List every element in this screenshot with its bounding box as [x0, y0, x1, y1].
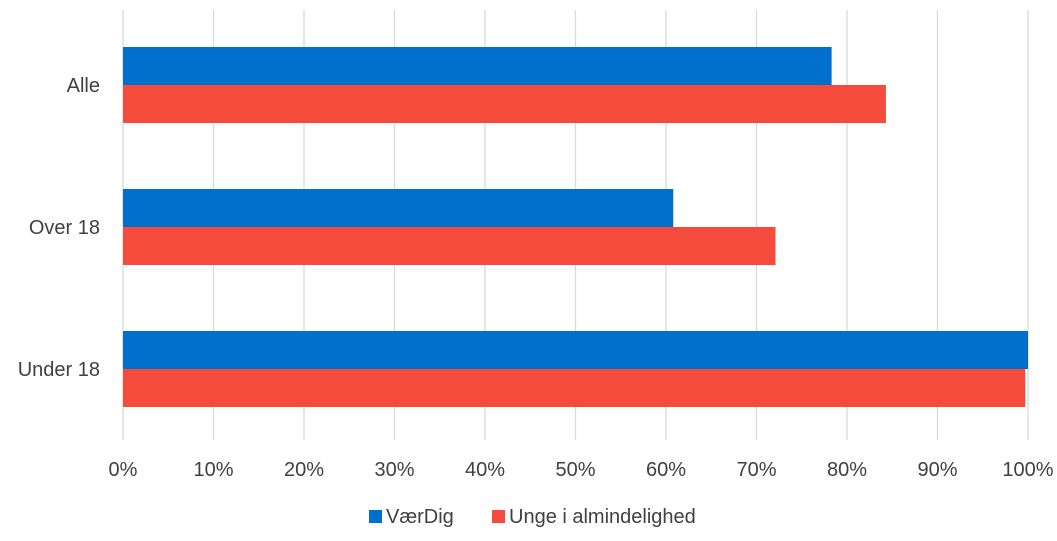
category-label: Alle [67, 75, 100, 97]
legend-swatch [492, 510, 505, 523]
x-tick-label: 90% [917, 459, 957, 481]
axes: 0% 10% 20% 30% 40% 50% 60% 70% 80% 90% 100% Alle Ove… [18, 75, 1054, 481]
x-tick-label: 50% [555, 459, 595, 481]
x-tick-label: 80% [827, 459, 867, 481]
category-label: Over 18 [29, 217, 100, 239]
x-tick-label: 70% [736, 459, 776, 481]
legend-label: Unge i almindelighed [509, 506, 696, 528]
bar-unge-1 [123, 227, 776, 265]
bar-unge-0 [123, 85, 886, 123]
bars [123, 47, 1028, 407]
x-tick-label: 0% [109, 459, 138, 481]
bar-vaerdig-0 [123, 47, 832, 85]
legend-item: Unge i almindelighed [492, 506, 696, 528]
x-tick-label: 100% [1002, 459, 1053, 481]
x-tick-label: 30% [374, 459, 414, 481]
x-tick-label: 40% [465, 459, 505, 481]
x-tick-label: 20% [284, 459, 324, 481]
category-label: Under 18 [18, 359, 100, 381]
legend-item: VærDig [369, 506, 454, 528]
bar-vaerdig-1 [123, 189, 674, 227]
bar-unge-2 [123, 369, 1026, 407]
bar-vaerdig-2 [123, 331, 1028, 369]
x-tick-label: 10% [193, 459, 233, 481]
legend-label: VærDig [386, 506, 454, 528]
legend: VærDig Unge i almindelighed [369, 506, 696, 528]
x-tick-label: 60% [646, 459, 686, 481]
legend-swatch [369, 510, 382, 523]
